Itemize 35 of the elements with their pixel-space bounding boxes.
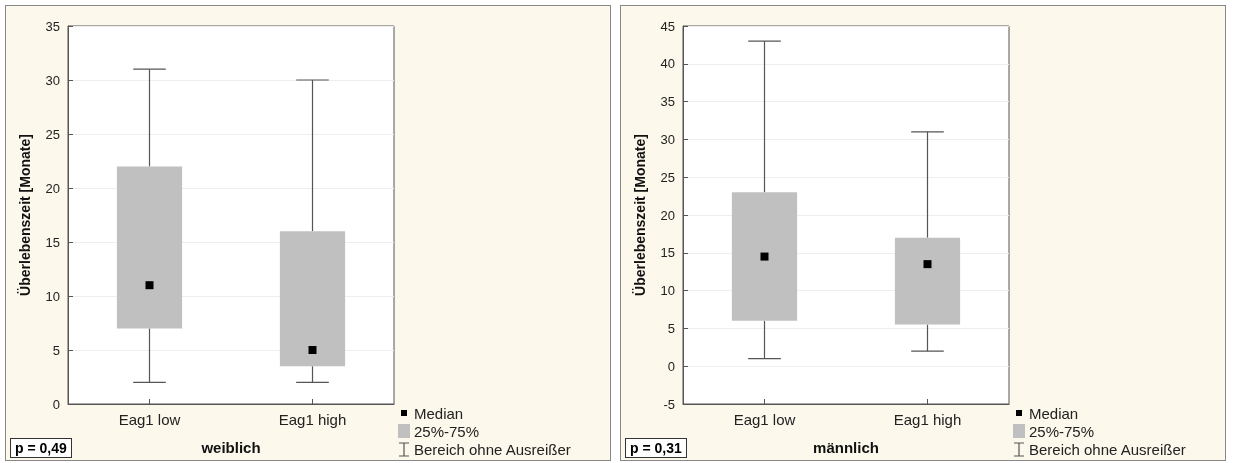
y-tick-label: 15 bbox=[660, 245, 675, 261]
text: p = 0,49 bbox=[10, 438, 72, 458]
x-tick-label: Eag1 low bbox=[733, 411, 796, 428]
text: Bereich ohne Ausreißer bbox=[1029, 440, 1186, 458]
y-tick-label: 10 bbox=[45, 288, 60, 304]
x-axis-title: männlich bbox=[813, 439, 879, 456]
y-tick-label: 15 bbox=[45, 234, 60, 250]
y-tick-label: 0 bbox=[52, 396, 60, 412]
y-tick-label: 35 bbox=[660, 94, 675, 110]
y-tick-label: 5 bbox=[52, 342, 60, 358]
text: 25%-75% bbox=[1029, 422, 1095, 440]
y-tick-label: 0 bbox=[667, 358, 675, 374]
y-axis-title: Überlebenszeit [Monate] bbox=[632, 134, 648, 296]
y-tick-label: 30 bbox=[660, 131, 675, 147]
y-axis-title: Überlebenszeit [Monate] bbox=[17, 134, 33, 296]
y-tick-label: 5 bbox=[667, 320, 675, 336]
text: p = 0,31 bbox=[625, 438, 687, 458]
y-tick-label: 20 bbox=[660, 207, 675, 223]
text: Bereich ohne Ausreißer bbox=[414, 440, 571, 458]
text: 25%-75% bbox=[414, 422, 480, 440]
y-tick-label: 35 bbox=[45, 18, 60, 34]
y-tick-label: 25 bbox=[45, 126, 60, 142]
y-tick-label: 25 bbox=[660, 169, 675, 185]
y-tick-label: 20 bbox=[45, 180, 60, 196]
y-tick-label: 30 bbox=[45, 72, 60, 88]
x-tick-label: Eag1 low bbox=[118, 411, 181, 428]
x-tick-label: Eag1 high bbox=[278, 411, 347, 428]
x-tick-label: Eag1 high bbox=[893, 411, 962, 428]
y-tick-label: 45 bbox=[660, 18, 675, 34]
y-tick-label: 40 bbox=[660, 56, 675, 72]
y-tick-label: -5 bbox=[663, 396, 675, 412]
x-axis-title: weiblich bbox=[200, 439, 261, 456]
text: Median bbox=[1029, 404, 1079, 422]
text: Median bbox=[414, 404, 464, 422]
y-tick-label: 10 bbox=[660, 283, 675, 299]
